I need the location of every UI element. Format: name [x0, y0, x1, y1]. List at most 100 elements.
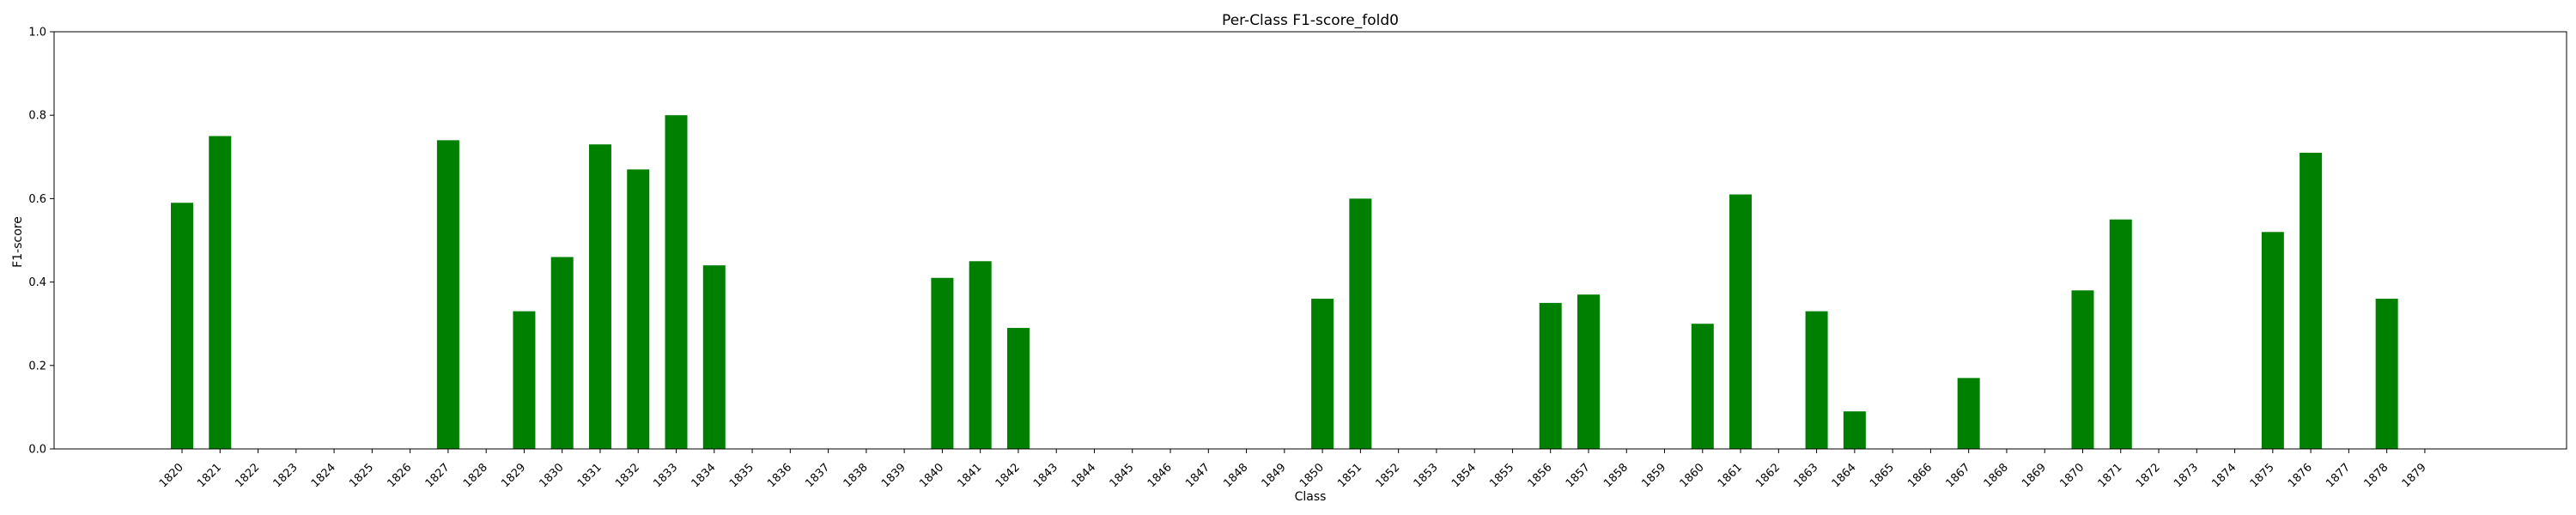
bar-1851: [1349, 198, 1372, 449]
x-tick-label: 1822: [233, 461, 262, 490]
x-tick-label: 1828: [461, 461, 490, 490]
x-tick-label: 1859: [1639, 461, 1668, 490]
x-tick-label: 1862: [1753, 461, 1783, 490]
plot-frame: [53, 31, 2567, 450]
x-tick-label: 1840: [917, 461, 946, 490]
x-tick-label: 1846: [1145, 461, 1175, 490]
bar-1834: [702, 265, 726, 449]
y-tick-label: 0.4: [28, 276, 46, 289]
bar-1870: [2071, 290, 2094, 449]
x-axis-title: Class: [1295, 490, 1327, 504]
x-tick-label: 1845: [1108, 461, 1137, 490]
x-tick-label: 1867: [1944, 461, 1973, 490]
chart-title: Per-Class F1-score_fold0: [1222, 12, 1399, 29]
y-tick-label: 0.8: [28, 110, 46, 123]
x-tick-label: 1870: [2057, 461, 2087, 490]
bar-1876: [2300, 152, 2323, 449]
x-tick-label: 1838: [841, 461, 871, 490]
x-tick-label: 1825: [347, 461, 376, 490]
x-tick-label: 1854: [1449, 461, 1479, 490]
y-tick-label: 0.6: [28, 193, 46, 206]
x-tick-label: 1868: [1982, 461, 2011, 490]
bar-1832: [627, 169, 650, 449]
x-tick-label: 1863: [1791, 461, 1820, 490]
x-tick-label: 1829: [499, 461, 528, 490]
x-tick-label: 1841: [955, 461, 984, 490]
x-tick-label: 1834: [690, 461, 719, 490]
x-tick-label: 1865: [1868, 461, 1897, 490]
x-tick-label: 1844: [1069, 461, 1098, 490]
x-tick-label: 1850: [1297, 461, 1327, 490]
bar-series: [171, 115, 2398, 450]
bar-1867: [1957, 378, 1980, 449]
bar-1857: [1577, 294, 1600, 449]
x-tick-label: 1823: [271, 461, 301, 490]
x-tick-label: 1876: [2286, 461, 2315, 490]
x-tick-label: 1860: [1678, 461, 1707, 490]
x-tick-label: 1879: [2400, 461, 2429, 490]
y-tick-label: 0.2: [28, 360, 46, 373]
x-tick-label: 1851: [1335, 461, 1364, 490]
bar-1833: [665, 115, 688, 449]
x-tick-label: 1849: [1260, 461, 1289, 490]
bar-1864: [1843, 411, 1866, 449]
y-axis-title: F1-score: [11, 216, 25, 268]
bar-1830: [550, 257, 574, 449]
bar-1850: [1311, 299, 1334, 449]
y-tick-label: 1.0: [28, 27, 46, 39]
bar-1840: [931, 277, 954, 449]
x-tick-label: 1877: [2324, 461, 2353, 490]
x-tick-label: 1830: [538, 461, 567, 490]
x-tick-label: 1858: [1601, 461, 1631, 490]
x-tick-label: 1873: [2172, 461, 2201, 490]
bar-1860: [1691, 324, 1714, 449]
x-tick-label: 1861: [1716, 461, 1745, 490]
x-tick-label: 1856: [1526, 461, 1555, 490]
x-tick-label: 1878: [2361, 461, 2391, 490]
x-tick-label: 1869: [2020, 461, 2049, 490]
x-tick-label: 1847: [1183, 461, 1212, 490]
bar-1820: [171, 203, 193, 449]
bar-1842: [1006, 328, 1030, 449]
x-tick-label: 1871: [2096, 461, 2125, 490]
x-tick-label: 1857: [1564, 461, 1593, 490]
x-tick-label: 1836: [765, 461, 794, 490]
x-tick-label: 1820: [157, 461, 186, 490]
x-tick-label: 1839: [879, 461, 908, 490]
x-tick-label: 1837: [803, 461, 832, 490]
x-tick-label: 1824: [309, 461, 338, 490]
x-tick-label: 1826: [385, 461, 414, 490]
x-tick-label: 1866: [1905, 461, 1935, 490]
x-tick-label: 1842: [993, 461, 1023, 490]
bar-1863: [1805, 311, 1828, 449]
bar-1856: [1539, 302, 1562, 449]
x-tick-label: 1864: [1830, 461, 1859, 490]
bar-1829: [513, 311, 536, 449]
bar-1878: [2375, 299, 2398, 449]
x-tick-label: 1827: [423, 461, 453, 490]
x-tick-label: 1831: [575, 461, 605, 490]
x-tick-label: 1853: [1412, 461, 1441, 490]
x-tick-label: 1852: [1373, 461, 1402, 490]
x-tick-label: 1872: [2134, 461, 2163, 490]
x-tick-label: 1874: [2209, 461, 2239, 490]
x-tick-label: 1833: [651, 461, 680, 490]
x-tick-label: 1843: [1031, 461, 1060, 490]
bar-1821: [209, 136, 232, 449]
bar-1831: [588, 144, 611, 449]
x-tick-label: 1855: [1487, 461, 1516, 490]
x-tick-label: 1835: [727, 461, 756, 490]
y-tick-label: 0.0: [28, 444, 46, 457]
y-axis-ticks: 0.0 0.2 0.4 0.6 0.8 1.0: [28, 27, 54, 457]
bar-1827: [436, 140, 459, 450]
bar-1861: [1729, 194, 1753, 450]
x-axis-ticks: 1820 1821 1822 1823 1824 1825 1826 1827 1828 1829…: [157, 449, 2429, 490]
x-tick-label: 1848: [1221, 461, 1250, 490]
x-tick-label: 1832: [613, 461, 642, 490]
x-tick-label: 1821: [195, 461, 224, 490]
bar-1871: [2109, 219, 2132, 449]
bar-1841: [969, 261, 992, 449]
bar-1875: [2261, 232, 2284, 449]
